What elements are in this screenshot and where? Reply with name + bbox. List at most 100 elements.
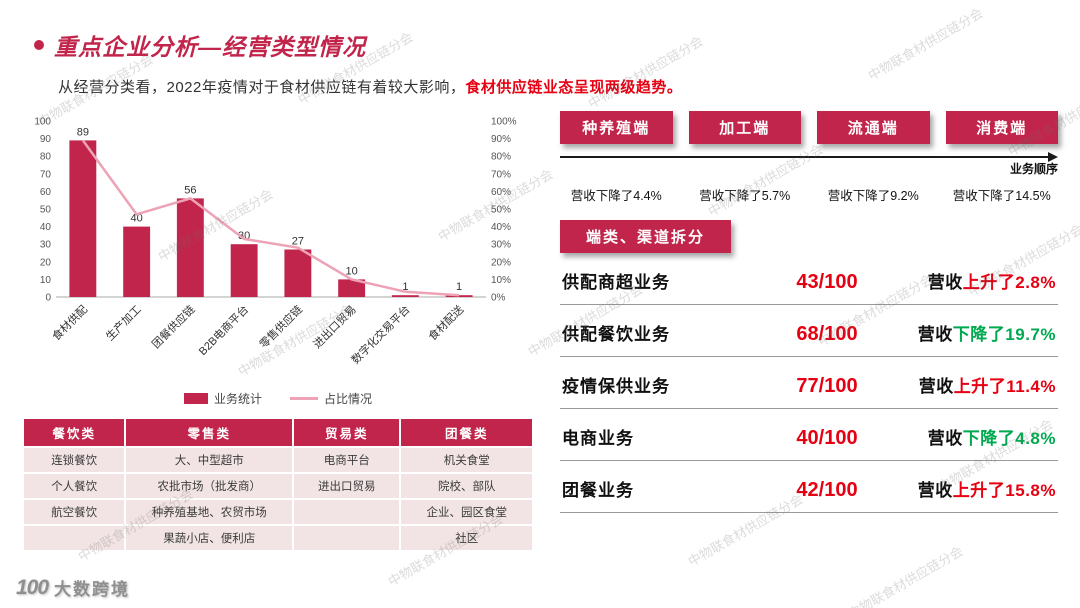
- stage-buttons-row: 种养殖端 加工端 流通端 消费端: [560, 111, 1058, 144]
- breakdown-row-label: 电商业务: [562, 429, 634, 448]
- chart-legend: 业务统计 占比情况: [22, 390, 534, 407]
- svg-text:56: 56: [184, 184, 196, 196]
- breakdown-row-label: 供配商超业务: [562, 273, 670, 292]
- col-header: 餐饮类: [24, 419, 125, 446]
- table-cell: 种养殖基地、农贸市场: [126, 500, 293, 524]
- stage-change: 营收下降了14.5%: [952, 189, 1051, 203]
- change-prefix: 营收: [917, 325, 953, 344]
- col-header: 团餐类: [401, 419, 532, 446]
- svg-text:50%: 50%: [491, 205, 511, 216]
- breakdown-row-label: 团餐业务: [562, 481, 634, 500]
- svg-text:30: 30: [40, 240, 52, 251]
- table-cell: 院校、部队: [401, 474, 532, 498]
- line-swatch-icon: [290, 397, 318, 400]
- business-order-label: 业务顺序: [1009, 162, 1058, 176]
- svg-text:40%: 40%: [491, 222, 511, 233]
- breakdown-row-score: 68/100: [796, 323, 858, 345]
- category-table: 餐饮类 零售类 贸易类 团餐类 连锁餐饮 大、中型超市 电商平台 机关食堂 个人…: [22, 417, 534, 552]
- svg-text:B2B电商平台: B2B电商平台: [196, 302, 252, 358]
- svg-text:70: 70: [40, 169, 52, 180]
- legend-line-item: 占比情况: [290, 390, 372, 407]
- svg-text:零售供应链: 零售供应链: [256, 302, 305, 351]
- table-cell: 电商平台: [294, 448, 400, 472]
- stage-change: 营收下降了5.7%: [699, 189, 791, 203]
- breakdown-row-change: 营收上升了11.4%: [919, 372, 1056, 397]
- stage-change: 营收下降了9.2%: [827, 189, 919, 203]
- table-cell: 农批市场（批发商）: [126, 474, 293, 498]
- business-order-arrow-icon: [560, 151, 1058, 162]
- business-type-combo-chart: 1009080706050403020100100%90%80%70%60%50…: [34, 117, 517, 367]
- svg-text:20%: 20%: [491, 257, 511, 268]
- breakdown-row-change: 营收下降了4.8%: [928, 424, 1056, 449]
- legend-bar-label: 业务统计: [213, 392, 262, 406]
- dashukuajing-logo: 100 大数跨境: [16, 575, 130, 600]
- table-cell: [294, 500, 400, 524]
- bar-swatch-icon: [183, 393, 208, 404]
- table-cell: 航空餐饮: [24, 500, 125, 524]
- breakdown-row-score: 42/100: [796, 479, 858, 501]
- breakdown-row: 疫情保供业务 77/100 营收上升了11.4%: [560, 357, 1058, 409]
- svg-text:团餐供应链: 团餐供应链: [149, 302, 198, 351]
- table-cell: 连锁餐饮: [24, 448, 125, 472]
- change-prefix: 营收: [927, 429, 963, 448]
- change-prefix: 营收: [917, 481, 953, 500]
- svg-text:食材供配: 食材供配: [49, 302, 90, 343]
- change-value: 上升了2.8%: [962, 273, 1056, 292]
- table-cell: 机关食堂: [401, 448, 532, 472]
- table-cell: 进出口贸易: [294, 474, 400, 498]
- table-header-row: 餐饮类 零售类 贸易类 团餐类: [24, 419, 532, 446]
- table-cell: 大、中型超市: [126, 448, 293, 472]
- breakdown-row-score: 40/100: [796, 427, 858, 449]
- svg-text:80: 80: [40, 152, 52, 163]
- svg-text:1: 1: [456, 281, 462, 293]
- breakdown-rows: 供配商超业务 43/100 营收上升了2.8% 供配餐饮业务 68/100 营收…: [560, 253, 1058, 513]
- breakdown-row-score: 77/100: [796, 375, 858, 397]
- breakdown-row-score: 43/100: [796, 271, 858, 293]
- svg-text:生产加工: 生产加工: [103, 302, 144, 343]
- table-row: 连锁餐饮 大、中型超市 电商平台 机关食堂: [24, 448, 532, 472]
- svg-text:70%: 70%: [491, 169, 511, 180]
- col-header: 贸易类: [294, 419, 400, 446]
- col-header: 零售类: [126, 419, 293, 446]
- svg-text:30%: 30%: [491, 240, 511, 251]
- svg-text:89: 89: [77, 126, 89, 138]
- stage-change: 营收下降了4.4%: [570, 189, 662, 203]
- svg-text:10%: 10%: [491, 275, 511, 286]
- svg-text:进出口贸易: 进出口贸易: [310, 302, 359, 351]
- right-column: 种养殖端 加工端 流通端 消费端 业务顺序 营收下降了4.4% 营收下降了5.7…: [560, 105, 1058, 552]
- legend-line-label: 占比情况: [324, 392, 373, 406]
- change-value: 下降了19.7%: [952, 325, 1056, 344]
- legend-bar-item: 业务统计: [183, 390, 262, 407]
- stage-changes-row: 营收下降了4.4% 营收下降了5.7% 营收下降了9.2% 营收下降了14.5%: [560, 185, 1058, 204]
- change-value: 上升了15.8%: [952, 481, 1056, 500]
- table-row: 航空餐饮 种养殖基地、农贸市场 企业、园区食堂: [24, 500, 532, 524]
- svg-text:10: 10: [345, 265, 357, 277]
- svg-text:90%: 90%: [491, 134, 511, 145]
- breakdown-row-change: 营收上升了15.8%: [918, 476, 1056, 501]
- change-value: 上升了11.4%: [953, 377, 1056, 396]
- table-cell: 果蔬小店、便利店: [126, 526, 293, 550]
- breakdown-row: 电商业务 40/100 营收下降了4.8%: [560, 409, 1058, 461]
- breakdown-row-label: 疫情保供业务: [562, 377, 670, 396]
- breakdown-banner: 端类、渠道拆分: [560, 220, 732, 253]
- stage-button-breeding: 种养殖端: [560, 111, 673, 144]
- page-title: 重点企业分析—经营类型情况: [54, 34, 366, 60]
- subtitle-highlight: 食材供应链业态呈现两级趋势。: [465, 79, 683, 96]
- svg-text:80%: 80%: [491, 152, 511, 163]
- table-cell: 社区: [401, 526, 532, 550]
- svg-text:10: 10: [40, 275, 52, 286]
- breakdown-row-change: 营收上升了2.8%: [928, 268, 1056, 293]
- svg-text:100%: 100%: [491, 117, 517, 128]
- table-cell: [24, 526, 125, 550]
- change-value: 下降了4.8%: [962, 429, 1056, 448]
- breakdown-row: 团餐业务 42/100 营收上升了15.8%: [560, 461, 1058, 513]
- breakdown-row: 供配商超业务 43/100 营收上升了2.8%: [560, 253, 1058, 305]
- change-prefix: 营收: [927, 273, 963, 292]
- breakdown-row: 供配餐饮业务 68/100 营收下降了19.7%: [560, 305, 1058, 357]
- svg-text:90: 90: [40, 134, 52, 145]
- logo-mark: 100: [16, 575, 49, 599]
- breakdown-row-change: 营收下降了19.7%: [918, 320, 1056, 345]
- table-row: 果蔬小店、便利店 社区: [24, 526, 532, 550]
- svg-text:0: 0: [45, 293, 51, 304]
